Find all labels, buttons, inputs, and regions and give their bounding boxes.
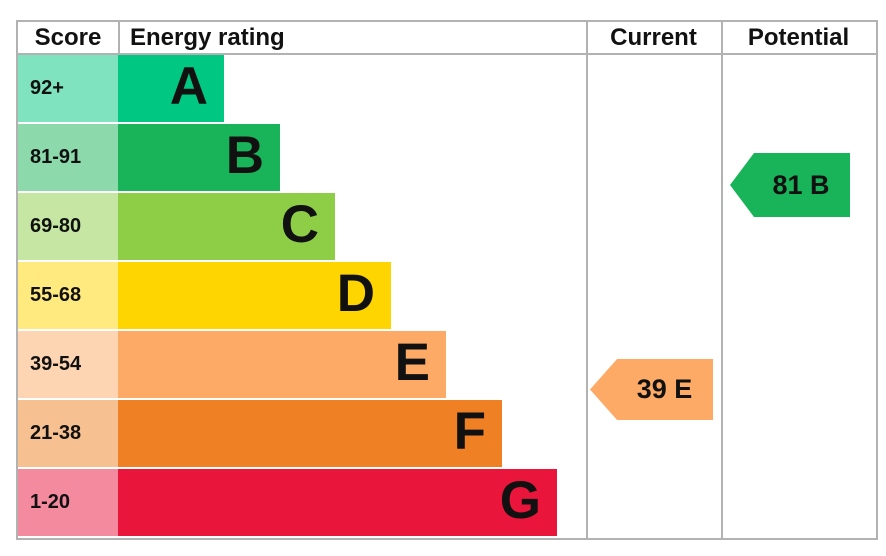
current-rating-arrow: 39 E bbox=[590, 359, 713, 420]
band-rows: 92+ A 81-91 B 69-80 C 55-68 D 39-54 E 21… bbox=[18, 55, 584, 536]
band-row-g: 1-20 G bbox=[18, 469, 584, 536]
band-score-range: 1-20 bbox=[18, 469, 118, 536]
epc-table: Score Energy rating Current Potential 92… bbox=[16, 20, 878, 540]
band-score-range: 69-80 bbox=[18, 193, 118, 260]
current-column-header: Current bbox=[610, 24, 697, 51]
score-column-divider bbox=[118, 22, 120, 53]
potential-column-header: Potential bbox=[747, 24, 850, 51]
band-bar-b: B bbox=[118, 124, 280, 191]
band-row-d: 55-68 D bbox=[18, 262, 584, 329]
band-score-range: 55-68 bbox=[18, 262, 118, 329]
band-row-e: 39-54 E bbox=[18, 331, 584, 398]
band-bar-d: D bbox=[118, 262, 391, 329]
band-bar-e: E bbox=[118, 331, 446, 398]
potential-rating-arrow: 81 B bbox=[730, 153, 850, 217]
band-score-range: 21-38 bbox=[18, 400, 118, 467]
energy-rating-column-header: Energy rating bbox=[130, 24, 285, 51]
band-row-c: 69-80 C bbox=[18, 193, 584, 260]
band-row-b: 81-91 B bbox=[18, 124, 584, 191]
band-score-range: 92+ bbox=[18, 55, 118, 122]
band-score-range: 39-54 bbox=[18, 331, 118, 398]
potential-column-divider bbox=[721, 22, 723, 538]
band-bar-a: A bbox=[118, 55, 224, 122]
header-divider-line bbox=[18, 53, 876, 55]
score-column-header: Score bbox=[34, 24, 102, 51]
band-row-a: 92+ A bbox=[18, 55, 584, 122]
band-bar-f: F bbox=[118, 400, 502, 467]
band-score-range: 81-91 bbox=[18, 124, 118, 191]
band-row-f: 21-38 F bbox=[18, 400, 584, 467]
band-bar-g: G bbox=[118, 469, 557, 536]
potential-rating-label: 81 B bbox=[772, 169, 830, 200]
current-column-divider bbox=[586, 22, 588, 538]
band-bar-c: C bbox=[118, 193, 335, 260]
current-rating-label: 39 E bbox=[636, 374, 693, 404]
